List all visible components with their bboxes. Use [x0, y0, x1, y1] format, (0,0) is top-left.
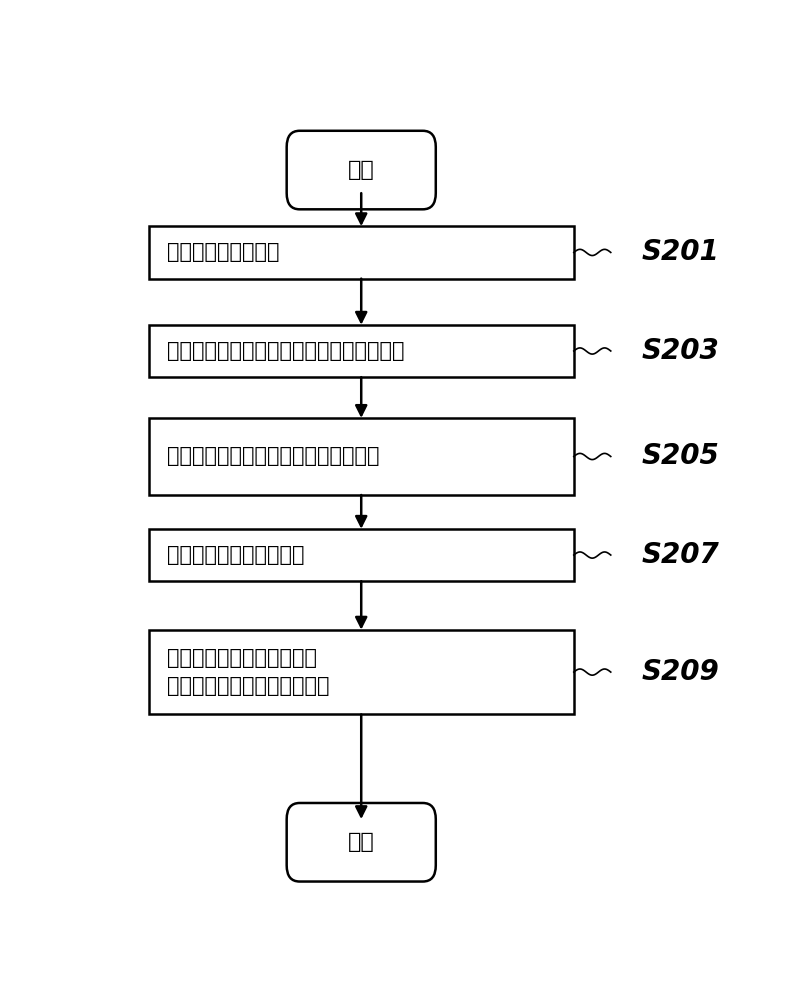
Text: S201: S201: [642, 238, 719, 266]
Text: 计算高频阻抗的实部和低频阻抗的虚部: 计算高频阻抗的实部和低频阻抗的虚部: [167, 446, 380, 466]
Text: 计算从堆栈输出的电流和电压的傅里叶变换: 计算从堆栈输出的电流和电压的傅里叶变换: [167, 341, 405, 361]
Text: 确定燃料电池堆的含水量: 确定燃料电池堆的含水量: [167, 545, 304, 565]
Bar: [149, 529, 574, 581]
Text: 向堆栈施加多频电流: 向堆栈施加多频电流: [167, 242, 280, 262]
FancyBboxPatch shape: [287, 803, 436, 882]
Text: S207: S207: [642, 541, 719, 569]
Bar: [149, 226, 574, 279]
Text: S203: S203: [642, 337, 719, 365]
Text: 开始: 开始: [348, 160, 374, 180]
FancyBboxPatch shape: [287, 131, 436, 209]
Text: S205: S205: [642, 442, 719, 470]
Bar: [149, 418, 574, 495]
Text: 结束: 结束: [348, 832, 374, 852]
Bar: [149, 630, 574, 714]
Text: S209: S209: [642, 658, 719, 686]
Text: 控制氢气流量、氢气压力、
氢气的排放、空气流量和压力: 控制氢气流量、氢气压力、 氢气的排放、空气流量和压力: [167, 648, 330, 696]
Bar: [149, 325, 574, 377]
